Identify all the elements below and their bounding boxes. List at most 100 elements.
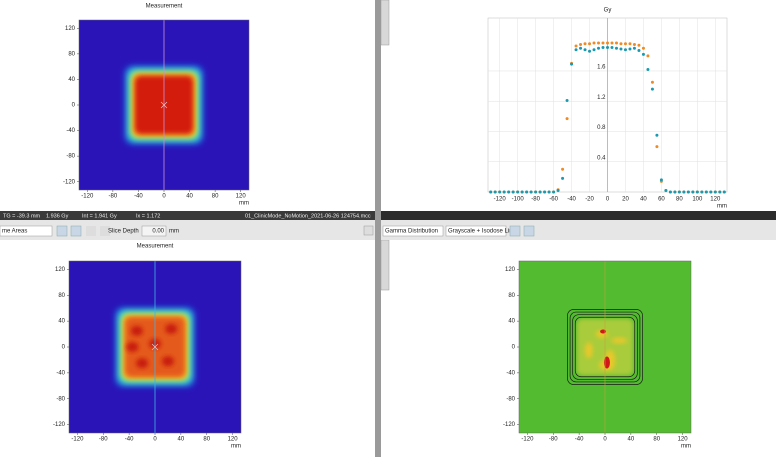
y-tick-label: -120 [63, 179, 76, 185]
x-tick-label: 40 [186, 194, 193, 200]
icon-button[interactable] [523, 225, 535, 237]
center-mark [160, 101, 168, 109]
x-tick-label: 0 [153, 437, 157, 443]
data-point [579, 46, 583, 50]
y-tick-label: 1.6 [597, 65, 606, 71]
data-point [614, 41, 618, 45]
unit: mm [169, 229, 179, 235]
data-point [516, 190, 520, 194]
x-tick-label: -60 [549, 197, 558, 203]
splitter[interactable] [375, 0, 381, 457]
y-tick-label: -40 [66, 128, 75, 134]
heatmap: -120 -80 -40 0 40 80 120 120 80 40 0 -40 -80 -120 mm [53, 260, 242, 450]
data-point [543, 190, 547, 194]
dropdown[interactable] [0, 225, 53, 237]
x-tick-label: 0 [603, 437, 607, 443]
panel-title: Measurement [137, 244, 174, 250]
data-point [673, 190, 677, 194]
data-point [695, 190, 699, 194]
icon-button[interactable] [100, 226, 110, 236]
x-tick-label: 120 [228, 437, 239, 443]
data-point [498, 190, 502, 194]
data-point [623, 42, 627, 46]
input[interactable] [141, 225, 167, 237]
toolbar [0, 220, 375, 240]
y-tick-label: -40 [506, 370, 515, 376]
x-tick-label: -120 [494, 197, 507, 203]
label: Slice Depth [108, 229, 139, 235]
y-tick-label: 80 [508, 293, 515, 299]
x-tick-label: 0 [162, 194, 166, 200]
dose-spot [126, 342, 139, 352]
x-tick-label: -80 [109, 194, 118, 200]
data-point [641, 46, 645, 50]
dropdown[interactable] [445, 225, 507, 237]
gamma-spot [611, 337, 628, 344]
status-bar [381, 211, 776, 220]
dropdown-text: Grayscale + Isodose Lin [448, 229, 513, 235]
data-point [632, 42, 636, 46]
data-point [700, 190, 704, 194]
x-tick-label: -120 [81, 194, 94, 200]
data-point [686, 190, 690, 194]
gamma-spot [603, 356, 610, 369]
data-point [659, 178, 663, 182]
data-point [601, 41, 605, 45]
x-tick-label: 40 [628, 437, 635, 443]
data-point [529, 190, 533, 194]
icon-button[interactable] [509, 225, 521, 237]
icon-button[interactable] [363, 225, 374, 236]
status-bar [0, 211, 375, 220]
data-point [650, 87, 654, 91]
y-tick-label: 40 [58, 319, 65, 325]
side-tab[interactable] [380, 0, 390, 46]
data-point [623, 48, 627, 52]
data-point [565, 98, 569, 102]
dropdown[interactable] [382, 225, 444, 237]
y-tick-label: 0.8 [597, 125, 606, 131]
y-tick-label: 120 [55, 267, 66, 273]
x-tick-label: -40 [134, 194, 143, 200]
side-tab[interactable] [380, 239, 390, 291]
map [79, 20, 249, 190]
icon-button[interactable] [70, 225, 82, 237]
x-tick-label: 40 [640, 197, 647, 203]
data-point [534, 190, 538, 194]
icon-button[interactable] [56, 225, 68, 237]
x-tick-label: 80 [653, 437, 660, 443]
data-point [637, 49, 641, 53]
x-axis-unit: mm [681, 444, 691, 450]
heatmap: -120 -80 -40 0 40 80 120 120 80 40 0 -40 -80 -120 mm [503, 260, 692, 450]
y-tick-label: 120 [505, 267, 516, 273]
data-point [619, 42, 623, 46]
x-tick-label: -120 [521, 437, 534, 443]
gamma-spot [600, 329, 607, 334]
profile-chart: Gy 0.4 0.8 1.2 1.6 -120 -100 -80 -60 -40 -20 0 20 40 6… [487, 8, 728, 210]
data-point [597, 41, 601, 45]
data-point [588, 42, 592, 46]
x-tick-label: 60 [658, 197, 665, 203]
y-tick-label: -80 [506, 396, 515, 402]
y-tick-label: 120 [65, 26, 76, 32]
icon-button[interactable] [86, 226, 96, 236]
dose-spot [165, 323, 178, 334]
data-point [664, 188, 668, 192]
data-point [682, 190, 686, 194]
data-point [601, 46, 605, 50]
data-point [614, 46, 618, 50]
x-tick-label: 120 [710, 197, 721, 203]
x-tick-label: -40 [567, 197, 576, 203]
data-point [606, 41, 609, 45]
data-point [606, 46, 609, 50]
data-point [646, 54, 650, 58]
x-tick-label: -80 [99, 437, 108, 443]
data-point [592, 41, 596, 45]
data-point [574, 44, 578, 48]
dose-spot [161, 356, 174, 367]
data-point [507, 190, 511, 194]
data-point [691, 190, 695, 194]
y-tick-label: 0 [72, 103, 76, 109]
y-tick-label: -120 [53, 422, 66, 428]
input-text: 0.00 [152, 229, 164, 235]
data-point [592, 48, 596, 52]
